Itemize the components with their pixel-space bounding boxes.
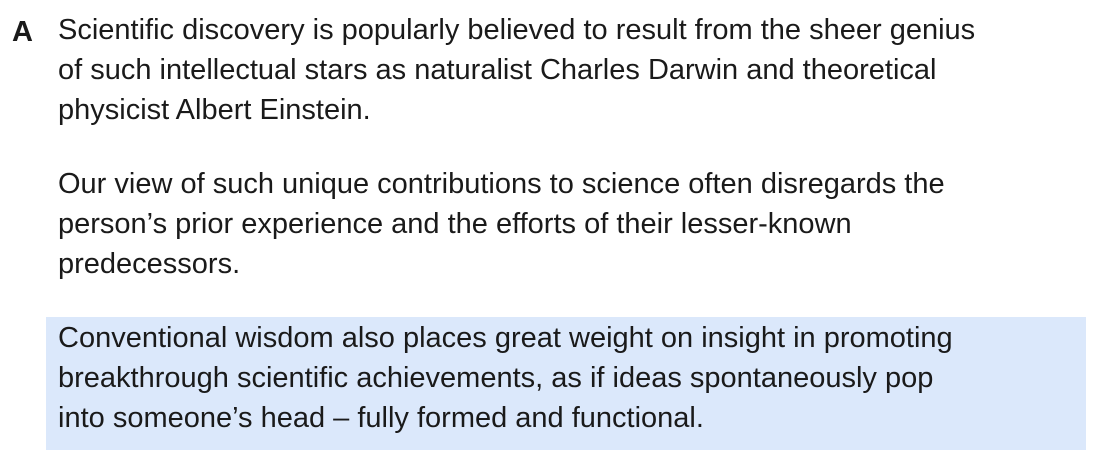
paragraph-3-line-3: into someone’s head – fully formed and f… [58,402,704,434]
paragraph-3-line-2: breakthrough scientific achievements, as… [58,362,934,394]
paragraph-2-line-1: Our view of such unique contributions to… [58,168,945,200]
paragraph-1-line-2: of such intellectual stars as naturalist… [58,54,937,86]
paragraph-1: Scientific discovery is popularly believ… [58,10,1088,130]
paragraph-3-highlight[interactable] [46,317,1086,450]
paragraph-3-line-1: Conventional wisdom also places great we… [58,322,953,354]
paragraph-2-line-2: person’s prior experience and the effort… [58,208,852,240]
paragraph-3-highlighted[interactable]: Conventional wisdom also places great we… [58,318,1088,438]
paragraph-2: Our view of such unique contributions to… [58,164,1088,284]
paragraph-2-line-3: predecessors. [58,248,241,280]
paragraph-1-line-1: Scientific discovery is popularly believ… [58,14,976,46]
section-letter: A [12,16,33,48]
paragraph-1-line-3: physicist Albert Einstein. [58,94,371,126]
